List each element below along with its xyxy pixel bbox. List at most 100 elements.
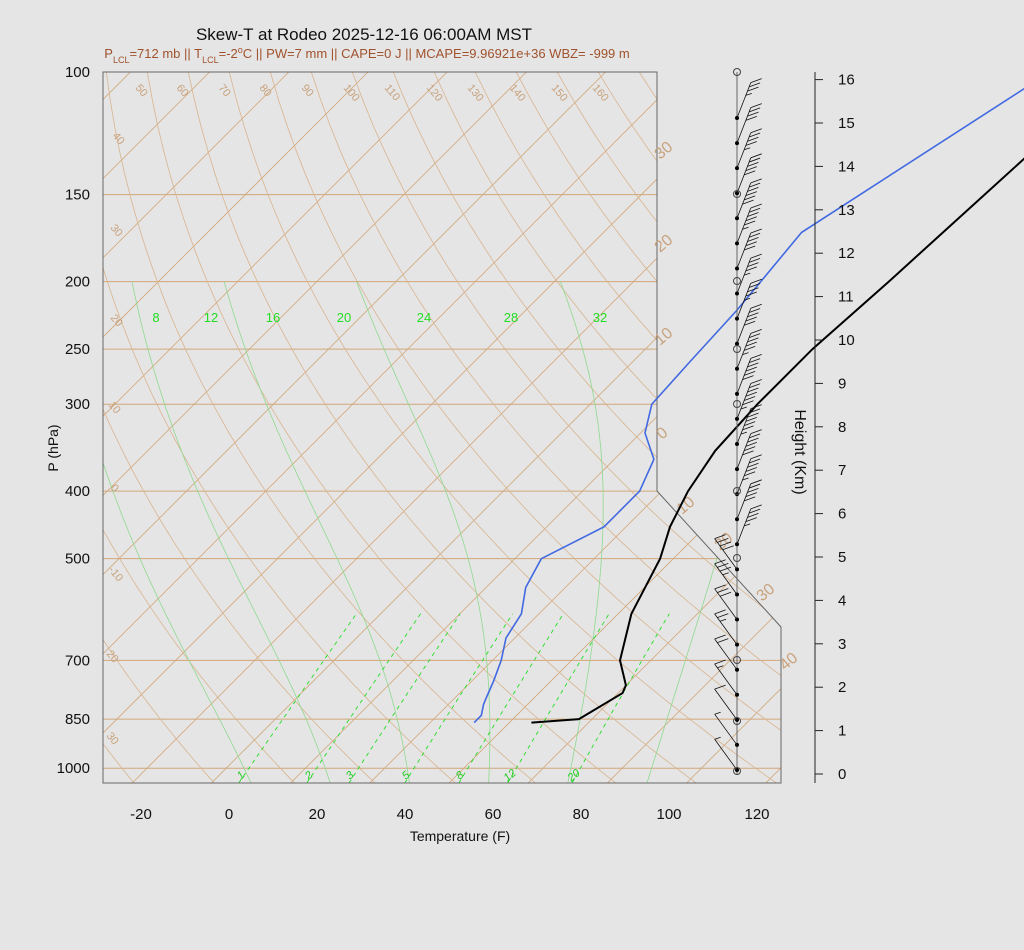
dry-adiabat xyxy=(351,72,781,783)
adiabat-left-label: 0 xyxy=(108,482,121,494)
height-tick-label: 8 xyxy=(838,419,846,436)
dry-adiabat xyxy=(103,72,456,783)
wind-barb-halfflag xyxy=(742,352,749,355)
chart-subtitle: PLCL=712 mb || TLCL=-2oC || PW=7 mm || C… xyxy=(104,45,629,65)
height-tick-label: 7 xyxy=(838,462,846,479)
calm-wind-circle xyxy=(733,400,741,408)
height-tick-label: 15 xyxy=(838,115,855,132)
wind-barb-flag xyxy=(742,425,754,431)
wind-barb-flag xyxy=(747,287,759,293)
wind-barb-flag xyxy=(745,216,757,222)
dry-adiabat xyxy=(103,72,376,783)
mixing-ratio-bottom-label: 12 xyxy=(502,767,519,784)
dry-adiabat xyxy=(310,72,781,783)
gridlines xyxy=(0,72,781,783)
wind-barb-flag xyxy=(750,78,762,83)
wind-barb-staff xyxy=(736,408,752,445)
wind-barb-staff xyxy=(736,308,752,344)
wind-barb-flag xyxy=(744,170,756,176)
dry-adiabat xyxy=(103,72,295,783)
height-axis-label: Height (Km) xyxy=(791,409,808,494)
wind-barb-staff xyxy=(714,739,738,771)
wind-barb-flag xyxy=(748,508,761,514)
height-tick-label: 11 xyxy=(838,289,854,306)
wind-barb-flag xyxy=(750,479,762,485)
wind-barb-flag xyxy=(744,471,756,477)
mixing-ratio-line xyxy=(404,613,514,783)
wind-barb-staff xyxy=(714,588,738,620)
wind-barb-flag xyxy=(745,442,757,447)
mixing-ratio-bottom-label: 5 xyxy=(400,769,413,783)
wind-barb-flag xyxy=(745,492,757,497)
wind-barb-flag xyxy=(747,337,759,343)
dry-adiabat xyxy=(103,72,215,783)
wind-barb-flag xyxy=(748,207,761,213)
wind-barb-flag xyxy=(747,136,759,142)
dry-adiabat xyxy=(103,72,135,783)
wind-barb-flag xyxy=(714,684,726,690)
mixing-ratio-line xyxy=(348,613,461,783)
wind-barb-flag xyxy=(747,462,759,468)
isotherm-label: 20 xyxy=(712,530,737,555)
wind-barb-flag xyxy=(748,333,761,338)
wind-barb-flag xyxy=(745,191,757,197)
wind-barb-flag xyxy=(750,504,762,510)
theta-label: 90 xyxy=(299,82,316,99)
mixing-ratio-line xyxy=(507,613,610,783)
wind-barb-flag xyxy=(747,237,759,242)
wind-barb-flag xyxy=(750,429,762,435)
wind-barb-flag xyxy=(714,659,726,665)
pressure-tick-label: 1000 xyxy=(57,760,90,777)
wind-barb-staff xyxy=(714,538,738,570)
wind-barb-flag xyxy=(744,220,756,226)
calm-wind-circle xyxy=(733,68,741,76)
wind-barb-flag xyxy=(714,634,726,640)
wind-barb-flag xyxy=(747,111,759,117)
wind-barb-flag xyxy=(748,232,761,238)
calm-wind-circle xyxy=(733,345,741,353)
wind-barb-flag xyxy=(747,412,759,418)
wind-barb-flag xyxy=(745,291,757,297)
temperature-tick-label: 120 xyxy=(744,806,769,823)
wind-barb-flag xyxy=(744,446,756,452)
wind-barb-staff xyxy=(736,82,752,119)
adiabat-left-label: 30 xyxy=(108,222,125,239)
calm-wind-circle xyxy=(733,717,741,725)
wind-barb-flag xyxy=(745,166,757,171)
wind-barb-flag xyxy=(748,257,761,263)
wind-barb-flag xyxy=(748,182,761,188)
isotherm-line xyxy=(211,72,781,783)
height-tick-label: 13 xyxy=(838,202,855,219)
dry-adiabat xyxy=(105,72,536,783)
isotherm-line xyxy=(0,72,51,783)
dry-adiabat xyxy=(720,72,781,783)
temperature-tick-label: 0 xyxy=(225,806,233,823)
dry-adiabat xyxy=(392,72,781,783)
theta-label: 70 xyxy=(216,82,233,99)
wind-barb-flag xyxy=(744,345,756,351)
t-lcl-value: =-2 xyxy=(219,46,238,61)
wind-barb-staff xyxy=(736,333,752,369)
calm-wind-circle xyxy=(733,190,741,198)
wind-barb-halfflag xyxy=(722,572,729,576)
wind-barb-staff xyxy=(736,107,752,144)
wind-barb-flag xyxy=(747,86,759,92)
wind-barb-flag xyxy=(745,416,757,422)
wind-barb-flag xyxy=(748,433,761,439)
isotherm-line xyxy=(369,72,781,783)
adiabat-left-label: 30 xyxy=(104,730,121,747)
wind-barb-flag xyxy=(745,116,757,121)
wind-barb-flag xyxy=(750,253,762,259)
mixing-ratio-top-label: 32 xyxy=(593,310,607,325)
mixing-ratio-top-label: 16 xyxy=(266,310,280,325)
wind-barb-flag xyxy=(750,278,762,284)
pressure-tick-label: 100 xyxy=(65,64,90,81)
wind-barb-flag xyxy=(747,187,759,192)
mixing-ratio-bottom-label: 20 xyxy=(565,767,584,785)
wind-barb-halfflag xyxy=(740,406,747,410)
wind-barb-flag xyxy=(750,228,762,234)
wind-barb-flag xyxy=(750,454,762,460)
mixing-ratio-bottom-label: 3 xyxy=(344,769,357,783)
mixing-ratio-top-label: 20 xyxy=(337,310,351,325)
